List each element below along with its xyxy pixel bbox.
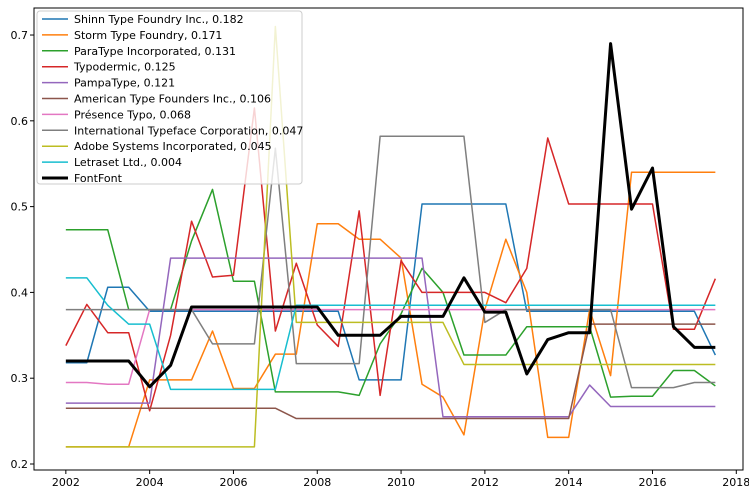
plot-frame (33, 7, 744, 471)
y-tick-label: 0.5 (11, 201, 29, 214)
x-tick-label: 2010 (387, 476, 415, 489)
y-tick-label: 0.3 (11, 372, 29, 385)
legend-label: Adobe Systems Incorporated, 0.045 (74, 140, 272, 153)
legend-label: Présence Typo, 0.068 (74, 108, 191, 121)
x-tick-label: 2006 (219, 476, 247, 489)
legend-label: PampaType, 0.121 (74, 77, 175, 90)
legend-label: Shinn Type Foundry Inc., 0.182 (74, 13, 244, 26)
legend-label: Letraset Ltd., 0.004 (74, 156, 182, 169)
series-line (65, 135, 716, 389)
series-line (65, 277, 716, 391)
x-tick-label: 2014 (555, 476, 583, 489)
series-line (65, 203, 717, 381)
x-tick-label: 2018 (722, 476, 749, 489)
x-tick-label: 2016 (638, 476, 666, 489)
y-tick-label: 0.6 (11, 115, 29, 128)
x-tick-label: 2012 (471, 476, 499, 489)
legend-label: FontFont (74, 172, 123, 185)
legend-label: International Typeface Corporation, 0.04… (74, 124, 303, 137)
legend-label: American Type Founders Inc., 0.106 (74, 93, 271, 106)
x-tick-label: 2002 (52, 476, 80, 489)
series-line (65, 42, 716, 389)
legend-box (36, 10, 303, 185)
legend: Shinn Type Foundry Inc., 0.182 Storm Type… (36, 10, 303, 185)
series-line (65, 25, 716, 448)
x-tick-label: 2008 (303, 476, 331, 489)
y-tick-label: 0.7 (11, 29, 29, 42)
legend-label: Typodermic, 0.125 (73, 61, 176, 74)
legend-label: ParaType Incorporated, 0.131 (74, 45, 236, 58)
y-tick-label: 0.4 (11, 286, 29, 299)
legend-label: Storm Type Foundry, 0.171 (74, 29, 222, 42)
series-line (65, 107, 717, 412)
x-tick-label: 2004 (136, 476, 164, 489)
series-line (65, 323, 716, 420)
y-tick-label: 0.2 (11, 458, 29, 471)
series-line (65, 257, 716, 418)
